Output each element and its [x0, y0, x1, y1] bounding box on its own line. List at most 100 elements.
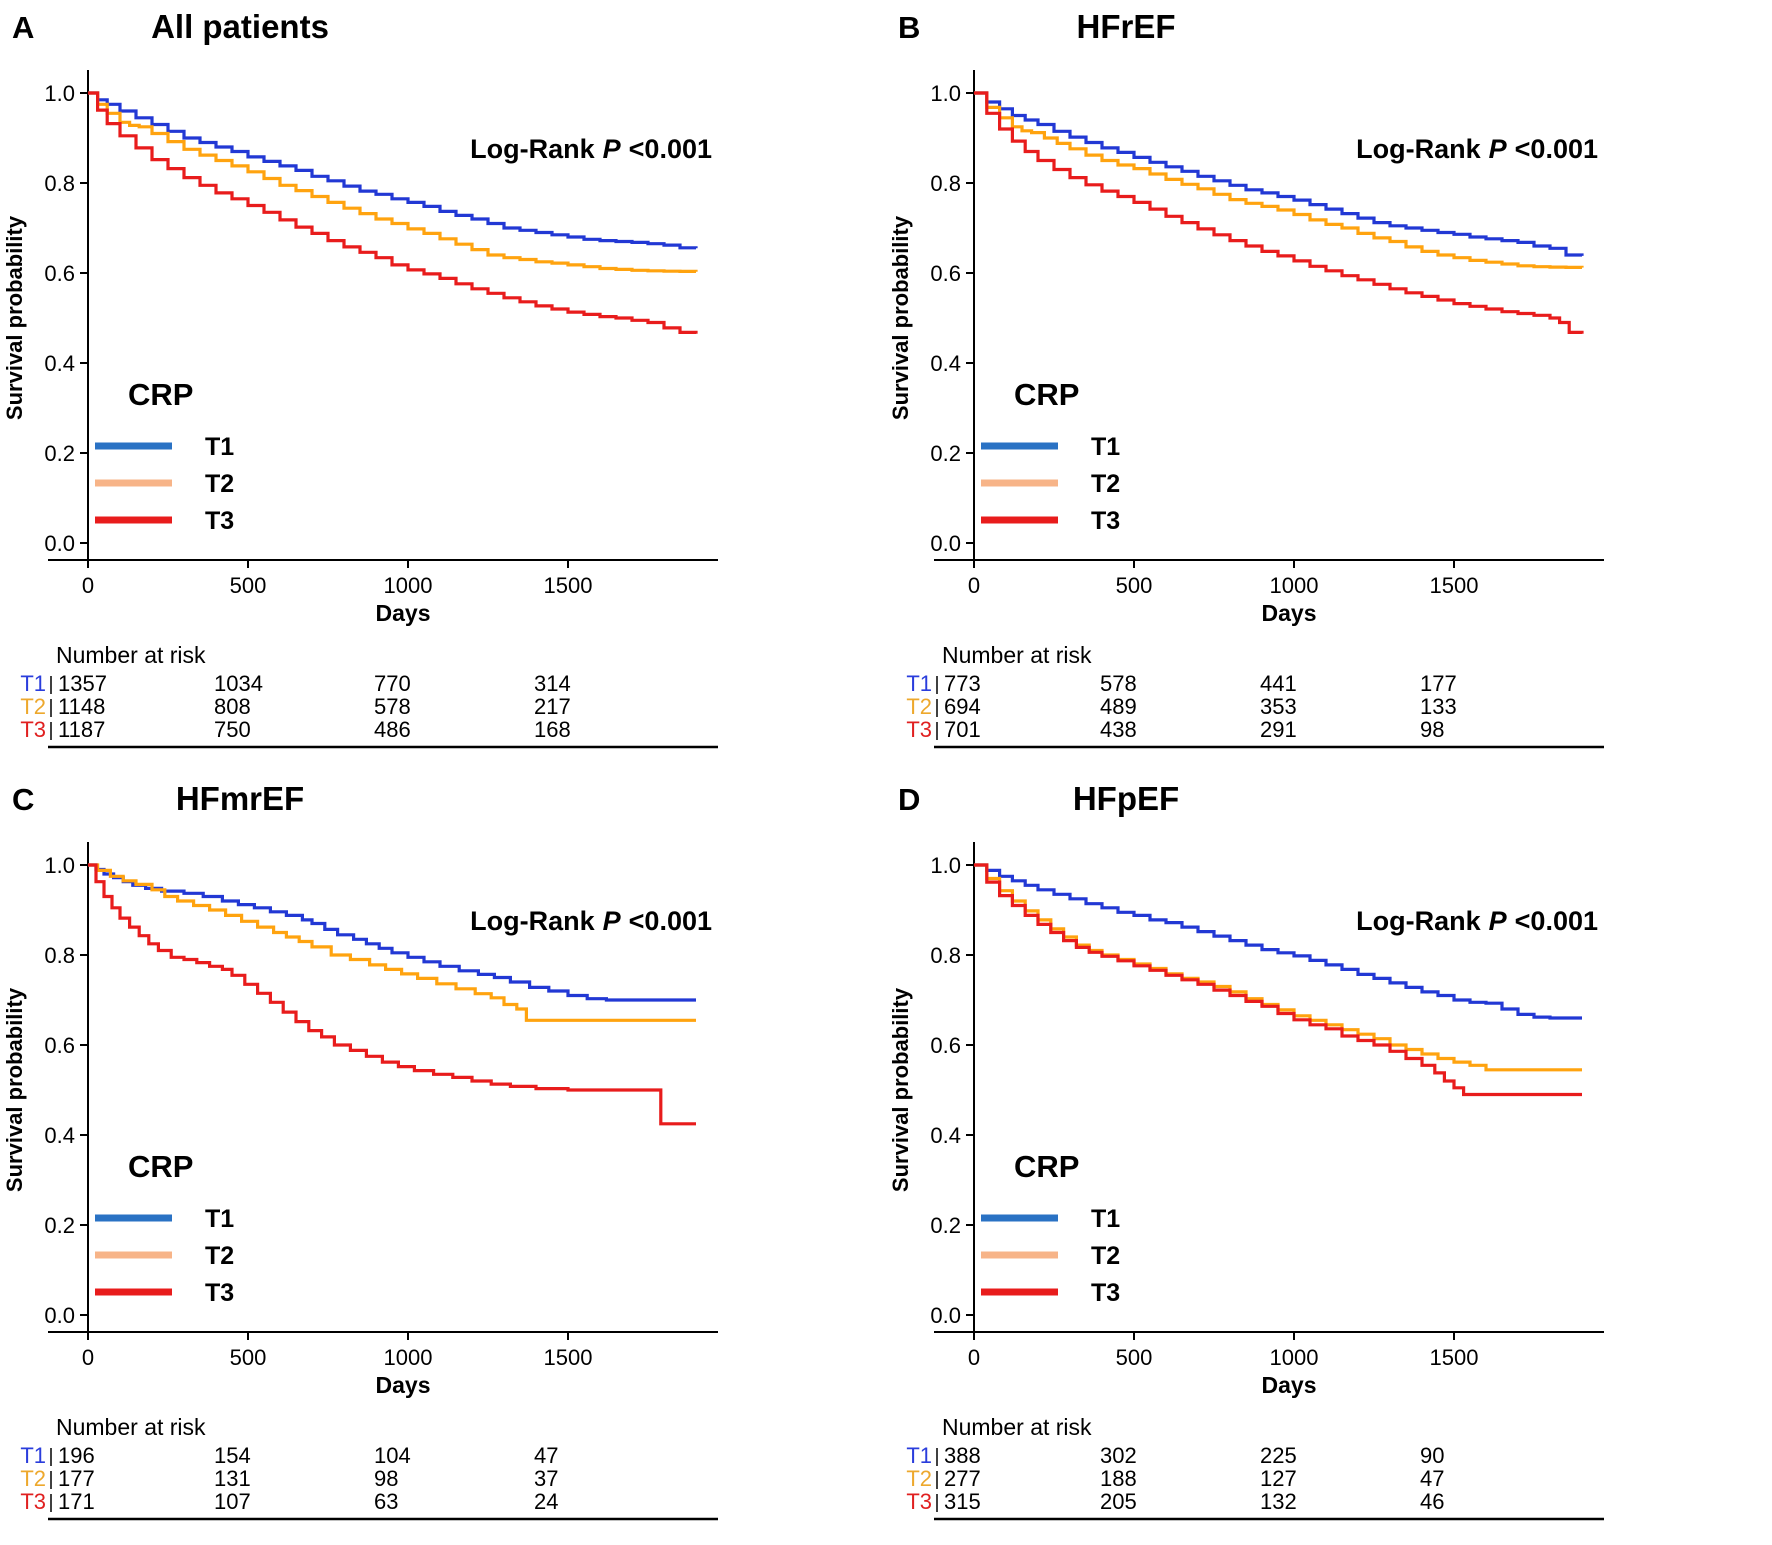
y-axis-label: Survival probability — [2, 987, 27, 1192]
panel-letter: D — [898, 782, 920, 817]
risk-row-label-t1: T1 — [20, 671, 46, 696]
x-tick-label: 1500 — [544, 573, 593, 598]
risk-count: 47 — [534, 1443, 558, 1468]
y-tick-label: 0.4 — [44, 351, 75, 376]
panel-hfpef-chart: D HFpEF Survival probability 1.0 0.8 0.6 0.4 0.… — [888, 780, 1604, 1521]
panel-hfref-chart: B HFrEF Survival probability 1.0 0.8 0.6 0.4 0.… — [888, 8, 1604, 749]
risk-row-label-t1: T1 — [906, 671, 932, 696]
log-rank-p-value: <0.001 — [1515, 906, 1598, 936]
risk-row-label-t3: T3 — [906, 1489, 932, 1514]
y-axis-label: Survival probability — [888, 987, 913, 1192]
log-rank-annotation: Log-Rank P <0.001 — [1356, 906, 1598, 936]
y-tick-label: 0.8 — [44, 943, 75, 968]
risk-count: 1148 — [58, 694, 105, 719]
risk-count: 770 — [374, 671, 411, 696]
risk-count: 277 — [944, 1466, 981, 1491]
risk-count: 388 — [944, 1443, 981, 1468]
risk-count: 98 — [374, 1466, 398, 1491]
log-rank-p-symbol: P — [603, 134, 622, 164]
risk-table-header: Number at risk — [56, 1414, 206, 1440]
x-tick-label: 1000 — [384, 573, 433, 598]
panel-letter: C — [12, 782, 34, 817]
risk-count: 489 — [1100, 694, 1137, 719]
risk-row-label-t3: T3 — [20, 717, 46, 742]
y-tick-label: 0.6 — [930, 1033, 961, 1058]
risk-count: 1034 — [214, 671, 263, 696]
x-axis-title: Days — [1262, 600, 1317, 626]
y-tick-label: 0.4 — [930, 1123, 961, 1148]
risk-count: 302 — [1100, 1443, 1137, 1468]
survival-curve-t1 — [974, 91, 1584, 257]
risk-count: 773 — [944, 671, 981, 696]
x-tick-label: 500 — [1116, 573, 1153, 598]
panel-hfmref: C HFmrEF Survival probability 1.0 0.8 0.6 0.4 0… — [0, 772, 886, 1545]
survival-curve-t2 — [974, 91, 1584, 269]
risk-count: 133 — [1420, 694, 1457, 719]
legend-label-t1: T1 — [205, 433, 234, 461]
risk-count: 188 — [1100, 1466, 1137, 1491]
panel-letter: A — [12, 10, 34, 45]
legend-label-t1: T1 — [1091, 433, 1120, 461]
risk-count: 98 — [1420, 717, 1444, 742]
y-tick-label: 0.0 — [44, 531, 75, 556]
risk-count: 24 — [534, 1489, 558, 1514]
risk-count: 177 — [58, 1466, 95, 1491]
legend-label-t3: T3 — [205, 507, 234, 535]
y-tick-label: 1.0 — [930, 81, 961, 106]
risk-row-label-t2: T2 — [906, 1466, 932, 1491]
risk-count: 353 — [1260, 694, 1297, 719]
panel-all-patients: A All patients Survival probability 1.0 0.8 0… — [0, 0, 886, 772]
y-tick-label: 0.8 — [930, 943, 961, 968]
risk-row-label-t2: T2 — [906, 694, 932, 719]
log-rank-p-symbol: P — [1489, 134, 1508, 164]
y-axis-label: Survival probability — [2, 215, 27, 420]
x-tick-label: 500 — [230, 573, 267, 598]
risk-row-label-t3: T3 — [20, 1489, 46, 1514]
survival-curve-t3 — [88, 863, 696, 1126]
survival-curve-t3 — [974, 91, 1584, 334]
x-tick-label: 0 — [82, 1345, 94, 1370]
survival-curve-t3 — [88, 91, 698, 334]
y-tick-label: 0.0 — [930, 531, 961, 556]
survival-curve-t2 — [974, 863, 1582, 1072]
y-tick-label: 0.0 — [44, 1303, 75, 1328]
survival-curve-t1 — [974, 863, 1582, 1020]
risk-count: 441 — [1260, 671, 1297, 696]
risk-count: 694 — [944, 694, 981, 719]
panel-hfmref-chart: C HFmrEF Survival probability 1.0 0.8 0.6 0.4 0… — [2, 780, 718, 1521]
survival-curve-t3 — [974, 863, 1582, 1097]
risk-count: 808 — [214, 694, 251, 719]
legend-label-t1: T1 — [1091, 1205, 1120, 1233]
risk-count: 578 — [374, 694, 411, 719]
y-tick-label: 0.6 — [44, 1033, 75, 1058]
risk-count: 578 — [1100, 671, 1137, 696]
panel-all-patients-chart: A All patients Survival probability 1.0 0.8 0… — [2, 8, 718, 749]
log-rank-annotation: Log-Rank P <0.001 — [470, 134, 712, 164]
risk-row-label-t2: T2 — [20, 1466, 46, 1491]
y-tick-label: 0.6 — [44, 261, 75, 286]
risk-row-label-t2: T2 — [20, 694, 46, 719]
risk-count: 205 — [1100, 1489, 1137, 1514]
risk-count: 438 — [1100, 717, 1137, 742]
y-tick-label: 0.6 — [930, 261, 961, 286]
risk-count: 196 — [58, 1443, 95, 1468]
legend-label-t3: T3 — [1091, 507, 1120, 535]
risk-count: 154 — [214, 1443, 251, 1468]
legend-label-t2: T2 — [205, 1242, 234, 1270]
y-tick-label: 1.0 — [44, 81, 75, 106]
log-rank-prefix: Log-Rank — [1356, 906, 1481, 936]
risk-count: 168 — [534, 717, 571, 742]
legend-label-t2: T2 — [205, 470, 234, 498]
y-tick-label: 0.2 — [930, 441, 961, 466]
risk-count: 486 — [374, 717, 411, 742]
x-tick-label: 1000 — [1270, 573, 1319, 598]
risk-count: 127 — [1260, 1466, 1297, 1491]
risk-count: 46 — [1420, 1489, 1444, 1514]
risk-table-header: Number at risk — [942, 1414, 1092, 1440]
x-axis-title: Days — [376, 1372, 431, 1398]
risk-count: 107 — [214, 1489, 251, 1514]
survival-curve-t2 — [88, 863, 696, 1022]
risk-count: 132 — [1260, 1489, 1297, 1514]
log-rank-p-symbol: P — [1489, 906, 1508, 936]
